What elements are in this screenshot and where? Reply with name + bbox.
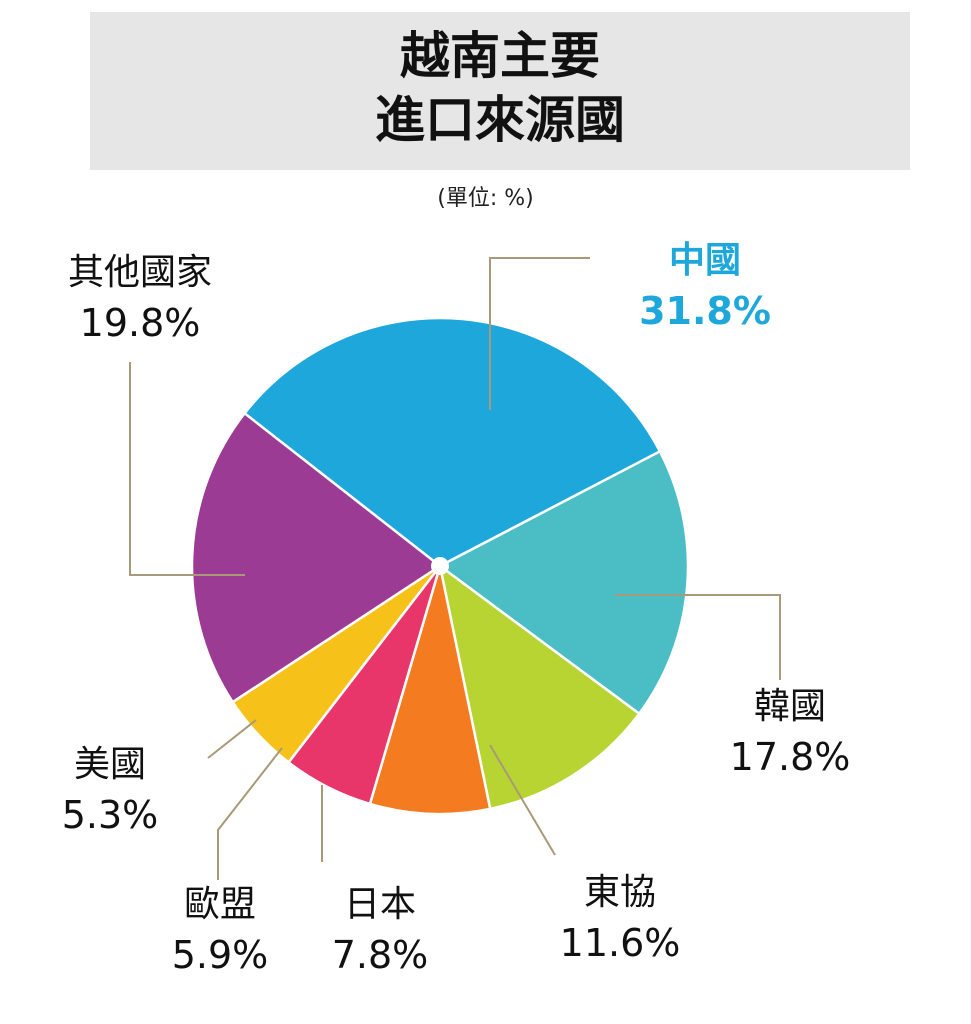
pie-slice-0 xyxy=(242,316,662,568)
slice-name: 其他國家 xyxy=(67,252,212,293)
slice-name: 東協 xyxy=(583,872,656,913)
slice-name: 美國 xyxy=(73,744,146,785)
slice-label-4: 歐盟 5.9% xyxy=(150,880,290,980)
slice-label-2: 東協 11.6% xyxy=(530,868,710,968)
slice-name: 韓國 xyxy=(753,686,826,727)
leader-line-2 xyxy=(489,744,556,856)
slice-label-0: 中國 31.8% xyxy=(615,236,795,336)
unit-label: (單位: %) xyxy=(437,186,534,211)
slice-value: 7.8% xyxy=(331,933,429,977)
title-box: 越南主要 進口來源國 xyxy=(90,12,910,170)
pie-slice-2 xyxy=(438,563,641,811)
slice-name: 歐盟 xyxy=(183,884,256,925)
leader-line-1 xyxy=(615,594,781,680)
slice-name: 日本 xyxy=(343,884,416,925)
slice-value: 5.9% xyxy=(171,933,269,977)
slice-value: 17.8% xyxy=(729,735,851,779)
pie-slice-1 xyxy=(437,449,690,716)
slice-value: 5.3% xyxy=(61,793,159,837)
slice-value: 19.8% xyxy=(79,301,201,345)
leader-line-4 xyxy=(217,747,283,880)
slice-value: 31.8% xyxy=(639,289,771,333)
slice-label-1: 韓國 17.8% xyxy=(700,682,880,782)
pie-slice-3 xyxy=(368,565,492,816)
center-dot xyxy=(431,557,449,575)
chart-title-line-1: 越南主要 xyxy=(400,27,600,85)
slice-label-6: 其他國家 19.8% xyxy=(50,248,230,348)
slice-label-5: 美國 5.3% xyxy=(45,740,175,840)
slice-label-3: 日本 7.8% xyxy=(310,880,450,980)
leader-line-6 xyxy=(129,362,245,576)
slice-value: 11.6% xyxy=(559,921,681,965)
chart-title-line-2: 進口來源國 xyxy=(375,91,625,149)
leader-line-5 xyxy=(207,719,257,759)
leader-line-0 xyxy=(489,257,590,410)
slice-name: 中國 xyxy=(668,240,741,281)
pie-slice-6 xyxy=(190,411,443,704)
